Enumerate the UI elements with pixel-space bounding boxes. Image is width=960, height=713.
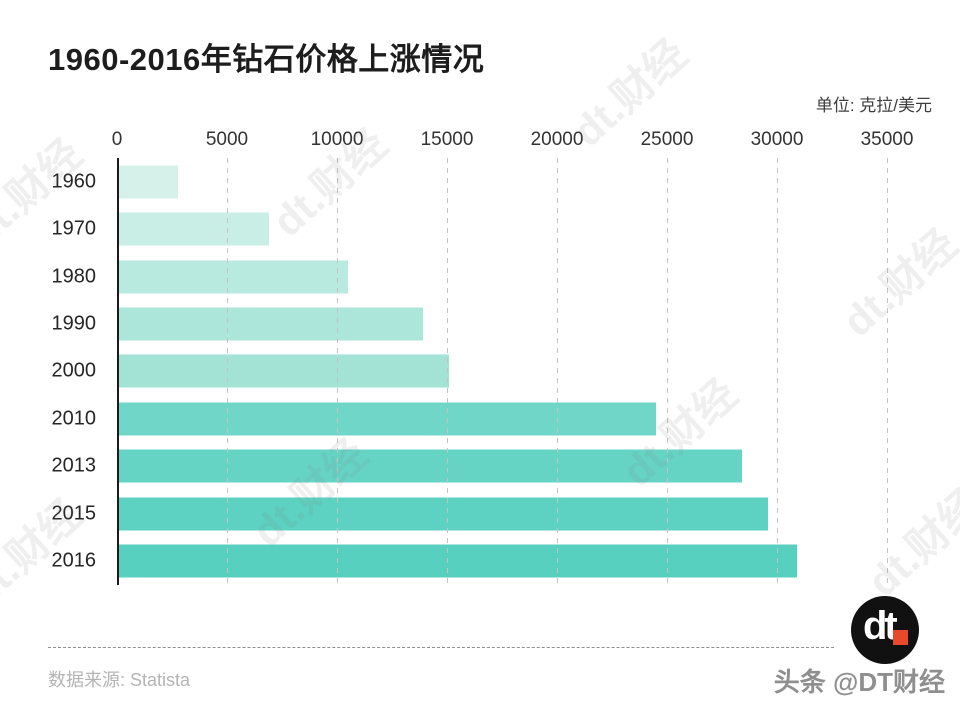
bar-row: 1980 bbox=[0, 253, 900, 300]
x-tick-label: 30000 bbox=[750, 129, 804, 150]
bar-row: 2015 bbox=[0, 490, 900, 537]
bar-chart: 1960 1970 1980 1990 2000 2010 2013 2015 2016 bbox=[0, 158, 900, 585]
y-category-label: 1970 bbox=[51, 217, 97, 240]
gridline bbox=[227, 158, 228, 585]
footer-divider bbox=[48, 647, 834, 648]
bar-2000 bbox=[119, 354, 449, 388]
y-category-label: 1960 bbox=[51, 170, 97, 193]
bar-row: 2010 bbox=[0, 395, 900, 442]
bar-2016 bbox=[119, 544, 797, 578]
y-category-label: 2015 bbox=[51, 502, 97, 525]
bar-1960 bbox=[119, 165, 179, 199]
x-tick-label: 25000 bbox=[640, 129, 694, 150]
dt-logo-red-dot-icon bbox=[893, 630, 908, 645]
bar-row: 1960 bbox=[0, 158, 900, 205]
y-category-label: 2013 bbox=[51, 454, 97, 477]
gridline bbox=[557, 158, 558, 585]
gridline bbox=[337, 158, 338, 585]
x-axis-labels: 0 5000 10000 15000 20000 25000 30000 35000 bbox=[0, 129, 960, 153]
y-category-label: 1980 bbox=[51, 265, 97, 288]
social-watermark: 头条 @DT财经 bbox=[773, 667, 945, 697]
gridline bbox=[447, 158, 448, 585]
unit-label: 单位: 克拉/美元 bbox=[815, 96, 932, 115]
bar-1970 bbox=[119, 212, 269, 246]
dt-logo: dt bbox=[851, 596, 919, 664]
bar-row: 2016 bbox=[0, 538, 900, 585]
gridline bbox=[777, 158, 778, 585]
bar-row: 1970 bbox=[0, 205, 900, 252]
gridline bbox=[887, 158, 888, 585]
y-category-label: 2000 bbox=[51, 359, 97, 382]
bar-2015 bbox=[119, 497, 768, 531]
x-tick-label: 0 bbox=[111, 129, 123, 150]
data-source-label: 数据来源: Statista bbox=[48, 670, 191, 690]
y-category-label: 1990 bbox=[51, 312, 97, 335]
x-tick-label: 15000 bbox=[420, 129, 474, 150]
x-tick-label: 20000 bbox=[530, 129, 584, 150]
bar-1980 bbox=[119, 260, 348, 294]
x-tick-label: 5000 bbox=[205, 129, 249, 150]
dt-logo-text: dt bbox=[863, 604, 898, 648]
x-tick-label: 10000 bbox=[310, 129, 364, 150]
gridline bbox=[667, 158, 668, 585]
y-axis-line bbox=[117, 158, 119, 585]
bar-1990 bbox=[119, 307, 423, 341]
bar-2010 bbox=[119, 402, 656, 436]
page-title: 1960-2016年钻石价格上涨情况 bbox=[48, 42, 485, 77]
bar-row: 2000 bbox=[0, 348, 900, 395]
bar-row: 2013 bbox=[0, 443, 900, 490]
y-category-label: 2010 bbox=[51, 407, 97, 430]
y-category-label: 2016 bbox=[51, 549, 97, 572]
bar-row: 1990 bbox=[0, 300, 900, 347]
bar-2013 bbox=[119, 449, 742, 483]
x-tick-label: 35000 bbox=[860, 129, 914, 150]
